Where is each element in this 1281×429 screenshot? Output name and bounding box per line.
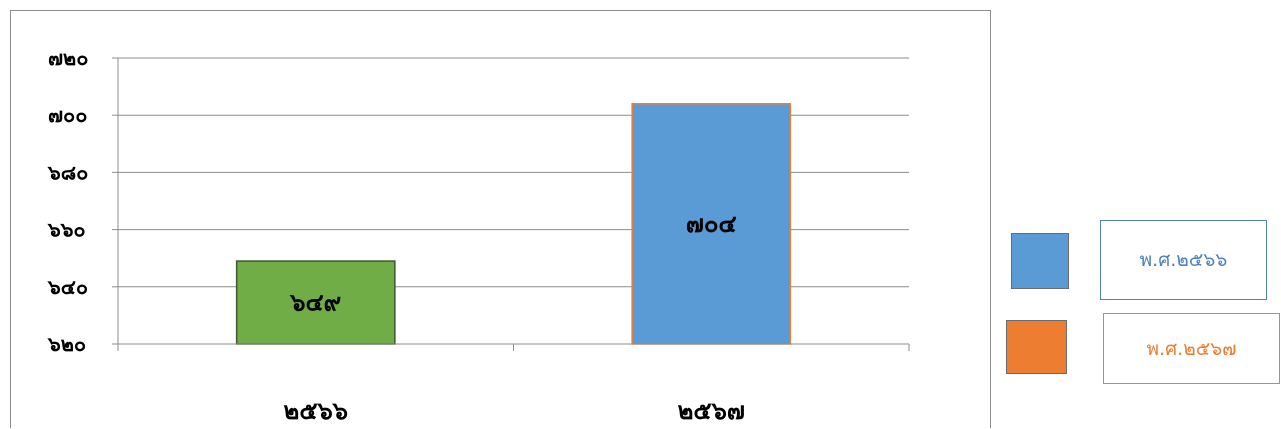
- y-tick-label: ๖๘๐: [47, 160, 88, 184]
- y-tick-label: ๖๔๐: [47, 275, 88, 299]
- legend-label-2566: พ.ศ.๒๕๖๖: [1100, 220, 1267, 300]
- y-tick-label: ๗๐๐: [48, 103, 87, 127]
- legend-label-2567: พ.ศ.๒๕๖๗: [1103, 313, 1280, 384]
- y-tick-label: ๖๒๐: [47, 332, 86, 356]
- data-label-1: ๖๔๙: [289, 289, 341, 317]
- y-tick-label: ๗๒๐: [48, 46, 88, 70]
- legend-swatch-2567: [1006, 320, 1067, 374]
- x-category-label: ๒๕๖๗: [678, 397, 745, 425]
- chart-frame: ๖๒๐ ๖๔๐ ๖๖๐ ๖๘๐ ๗๐๐ ๗๒๐๖๔๙๒๕๖๖ ๗๐๔๒๕๖๗: [10, 10, 991, 428]
- data-label-2: ๗๐๔: [686, 210, 737, 238]
- legend-swatch-2566: [1011, 233, 1069, 289]
- y-tick-label: ๖๖๐: [47, 218, 86, 242]
- x-category-label: ๒๕๖๖: [284, 397, 348, 425]
